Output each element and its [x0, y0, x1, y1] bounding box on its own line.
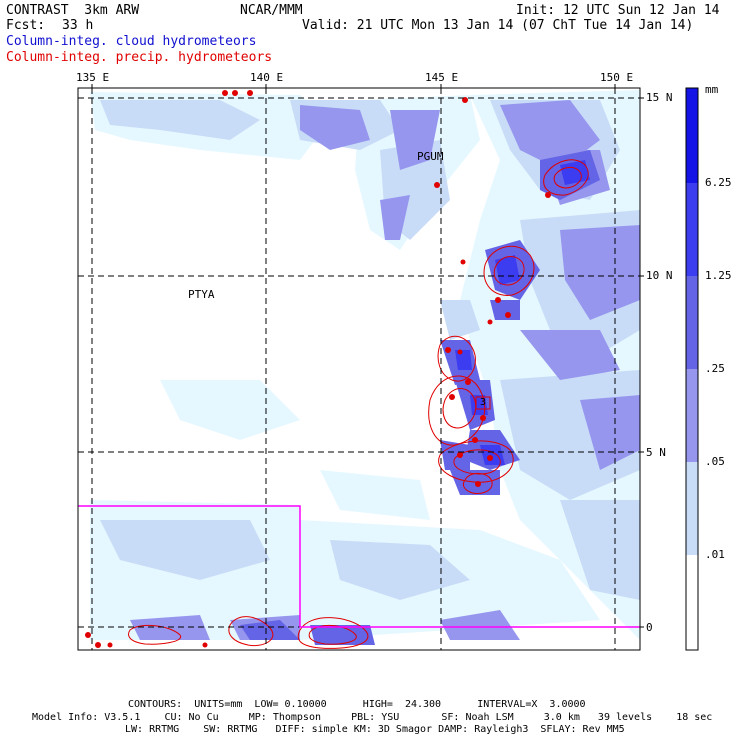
lon-label-150: 150 E: [600, 71, 634, 84]
forecast-hour: 33 h: [62, 18, 94, 33]
colorbar-label-0-01: .01: [705, 548, 725, 561]
colorbar-label-0-05: .05: [705, 455, 725, 468]
legend-cloud: Column-integ. cloud hydrometeors: [6, 34, 257, 49]
model-title: CONTRAST 3km ARW: [6, 3, 140, 18]
colorbar-label-1-25: 1.25: [705, 269, 732, 282]
contour-marker: 3: [480, 397, 487, 408]
lon-label-140: 140 E: [250, 71, 284, 84]
lat-label-15n: 15 N: [646, 91, 673, 104]
colorbar-swatch-6: [686, 555, 698, 650]
colorbar-label-0-25: .25: [705, 362, 725, 375]
colorbar-swatch-3: [686, 276, 698, 369]
init-time: Init: 12 UTC Sun 12 Jan 14: [516, 3, 720, 18]
lat-label-5n: 5 N: [646, 446, 666, 459]
cloud-field-heavy: [455, 160, 590, 465]
colorbar-swatch-5: [686, 462, 698, 555]
colorbar-frame: [685, 87, 699, 651]
colorbar-unit: mm: [705, 83, 719, 96]
center-label: NCAR/MMM: [240, 3, 303, 18]
colorbar-swatch-4: [686, 369, 698, 462]
precip-cores: [85, 90, 551, 648]
inner-domain-boundary: [78, 505, 640, 628]
lat-label-0: 0: [646, 621, 653, 634]
lon-label-135: 135 E: [76, 71, 110, 84]
contour-info: CONTOURS: UNITS=mm LOW= 0.10000 HIGH= 24…: [128, 699, 586, 710]
colorbar-label-6-25: 6.25: [705, 176, 732, 189]
colorbar-swatch-1: [686, 88, 698, 183]
lat-label-10n: 10 N: [646, 269, 673, 282]
place-label-pgum: PGUM: [417, 150, 444, 163]
forecast-label: Fcst:: [6, 18, 46, 33]
map-frame: [77, 87, 641, 651]
colorbar: [685, 87, 699, 651]
legend-precip: Column-integ. precip. hydrometeors: [6, 50, 273, 65]
axis-ticks: [91, 84, 644, 628]
cloud-field-mid: [130, 100, 640, 640]
model-info-line-1: Model Info: V3.5.1 CU: No Cu MP: Thompso…: [32, 712, 713, 723]
place-label-ptya: PTYA: [188, 288, 215, 301]
model-info-line-2: LW: RRTMG SW: RRTMG DIFF: simple KM: 3D …: [125, 724, 625, 735]
valid-time: Valid: 21 UTC Mon 13 Jan 14 (07 ChT Tue …: [302, 18, 694, 33]
lon-label-145: 145 E: [425, 71, 459, 84]
colorbar-swatch-2: [686, 183, 698, 276]
